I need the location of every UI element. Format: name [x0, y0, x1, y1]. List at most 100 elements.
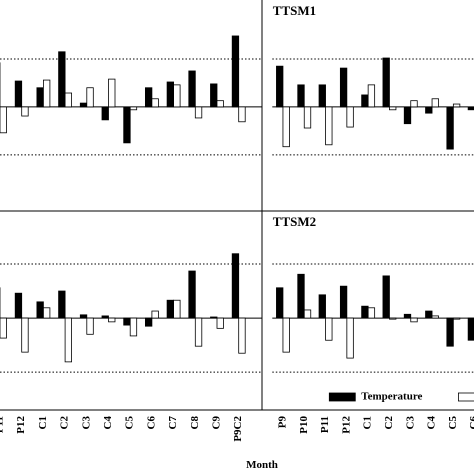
bar: [297, 273, 305, 319]
bar: [231, 253, 240, 319]
bar: [446, 317, 454, 347]
bar: [282, 317, 290, 353]
bar: [346, 106, 354, 128]
x-tick-label: C2: [383, 416, 395, 430]
x-tick-label: C4: [102, 416, 114, 430]
bar: [446, 106, 454, 150]
bar: [14, 80, 23, 108]
bar: [389, 106, 397, 111]
panel-title: TTSM2: [273, 214, 316, 229]
x-tick-label: C3: [80, 416, 92, 430]
x-tick-label: C3: [404, 416, 416, 430]
bar: [86, 317, 94, 335]
bar: [166, 81, 175, 108]
bar: [21, 106, 29, 117]
x-tick-label: C6: [468, 416, 474, 430]
bar: [467, 317, 474, 341]
x-tick-label: C1: [362, 416, 374, 429]
bar: [346, 317, 354, 359]
panel: TTSM1: [272, 3, 474, 156]
bar: [43, 79, 51, 108]
bar: [173, 299, 181, 319]
bar: [410, 100, 418, 108]
bar: [101, 106, 109, 121]
x-tick-label: C5: [447, 416, 459, 430]
bar: [86, 87, 94, 108]
x-tick-label: C6: [145, 416, 157, 430]
bar: [210, 316, 218, 319]
bar: [452, 103, 461, 108]
bar: [339, 67, 348, 108]
bar: [166, 299, 175, 319]
bar: [238, 106, 246, 123]
bar: [297, 84, 305, 108]
x-tick-label: C2: [59, 416, 71, 430]
bar: [64, 317, 72, 363]
bar: [389, 317, 397, 320]
bar: [367, 307, 376, 319]
legend-swatch: [458, 392, 474, 402]
bar: [173, 84, 181, 108]
bar: [367, 84, 376, 108]
bar: [0, 317, 7, 339]
bar: [216, 317, 224, 329]
bar: [361, 305, 369, 319]
panel-title: TTSM1: [273, 3, 316, 18]
bar: [58, 51, 66, 108]
bar: [129, 317, 138, 337]
bar: [210, 83, 218, 108]
bar: [216, 100, 224, 108]
bar: [0, 106, 7, 134]
bar: [43, 307, 51, 319]
legend-label: Temperature: [361, 391, 422, 403]
bar: [276, 65, 284, 108]
x-tick-label: P12: [15, 416, 27, 434]
bar: [467, 106, 474, 111]
legend-swatch: [328, 392, 356, 402]
bar: [79, 102, 88, 108]
bar: [318, 294, 326, 319]
x-tick-label: P9C2: [232, 416, 244, 442]
bar: [151, 98, 159, 108]
bar: [194, 106, 203, 119]
x-tick-label: C5: [124, 416, 136, 430]
x-axis-label: Month: [246, 459, 278, 471]
bar: [303, 309, 312, 319]
x-tick-label: C9: [211, 416, 223, 430]
bar: [36, 301, 44, 319]
bar: [325, 106, 333, 146]
bar: [108, 78, 116, 108]
bar: [194, 317, 203, 347]
bar: [144, 87, 153, 108]
x-tick-label: C4: [426, 416, 438, 430]
bar: [431, 98, 439, 108]
panel: P9 P10 P11 P12 C1 C2 C3 C4 C5 C6 TTSM2 Temperature: [272, 214, 474, 434]
bar: [276, 287, 284, 319]
bar: [144, 317, 153, 327]
bar: [36, 87, 44, 108]
bar: [123, 106, 131, 144]
bar: [151, 310, 159, 319]
x-tick-label: P12: [340, 416, 352, 434]
x-tick-label: P10: [298, 416, 310, 434]
bar: [79, 314, 88, 319]
bar: [425, 310, 433, 319]
bar: [101, 315, 109, 319]
bar: [58, 290, 66, 319]
bar: [231, 35, 240, 108]
bar: [238, 317, 246, 354]
bar: [339, 285, 348, 319]
bar: [325, 317, 333, 341]
bar: [382, 275, 390, 319]
x-tick-label: C1: [37, 416, 49, 429]
bar: [361, 94, 369, 108]
bar: [282, 106, 290, 148]
x-tick-label: P9: [276, 416, 288, 429]
bar: [21, 317, 29, 353]
bar: [14, 292, 23, 319]
x-tick-label: C7: [167, 416, 179, 430]
bar: [425, 106, 433, 114]
bar: [410, 317, 418, 323]
x-tick-label: P11: [319, 416, 331, 433]
